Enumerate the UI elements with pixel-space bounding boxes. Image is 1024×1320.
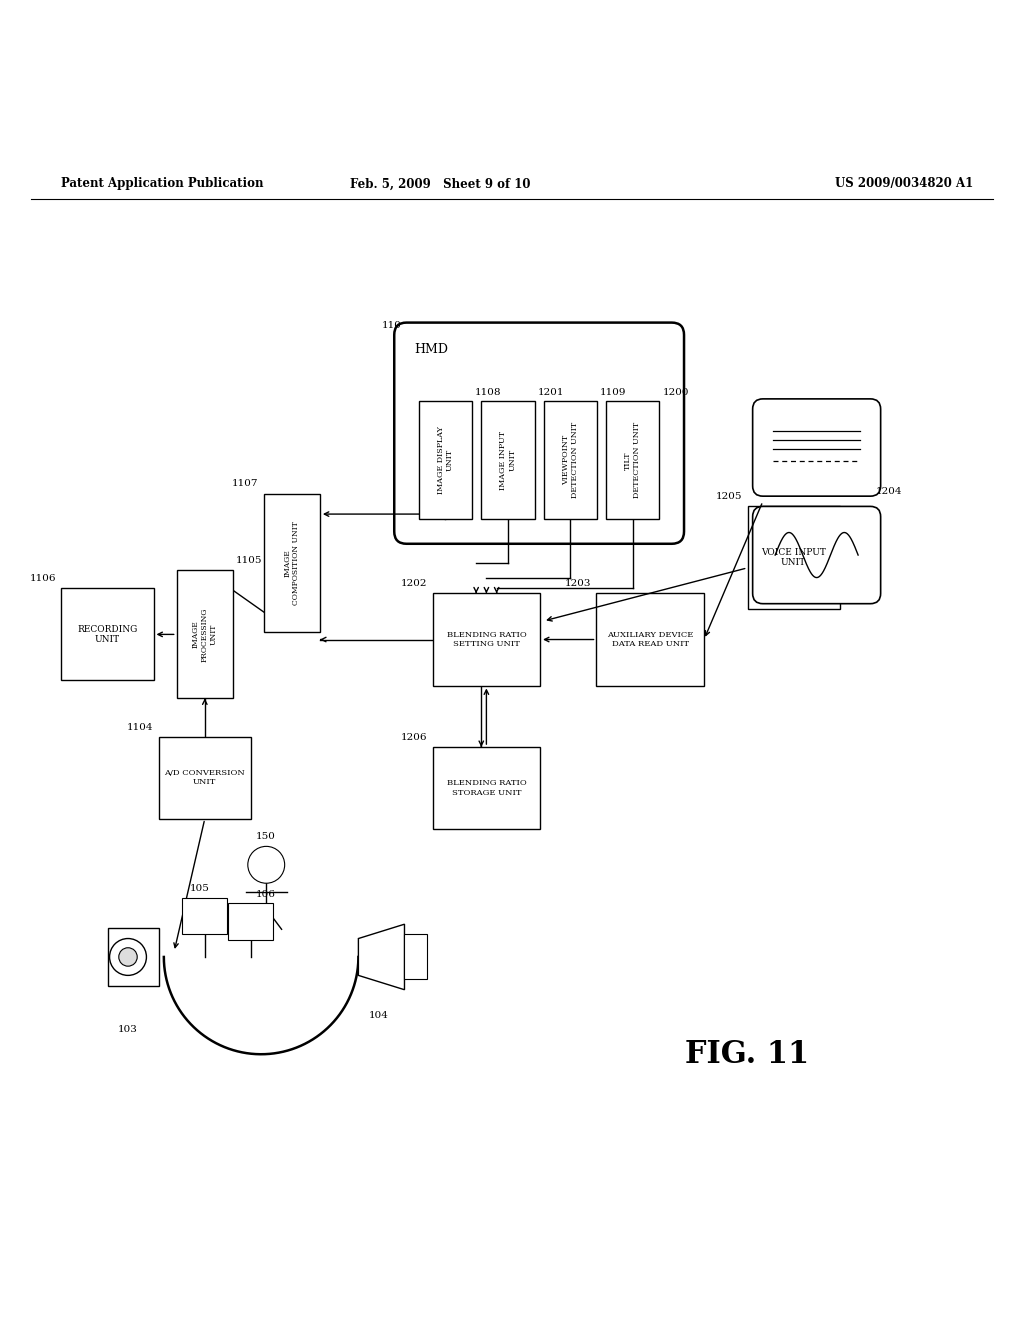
Text: 1201: 1201 xyxy=(538,388,564,397)
Circle shape xyxy=(248,846,285,883)
Text: TILT
DETECTION UNIT: TILT DETECTION UNIT xyxy=(625,422,641,499)
Text: HMD: HMD xyxy=(415,343,449,356)
Text: 105: 105 xyxy=(189,884,209,894)
Text: VOICE INPUT
UNIT: VOICE INPUT UNIT xyxy=(761,548,826,568)
FancyBboxPatch shape xyxy=(748,507,840,609)
FancyBboxPatch shape xyxy=(753,507,881,603)
Text: 1106: 1106 xyxy=(30,574,56,583)
Text: 1108: 1108 xyxy=(475,388,502,397)
Text: 110: 110 xyxy=(382,321,401,330)
Text: 1105: 1105 xyxy=(236,556,262,565)
FancyBboxPatch shape xyxy=(606,401,659,519)
Text: VIEWPOINT
DETECTION UNIT: VIEWPOINT DETECTION UNIT xyxy=(562,422,579,499)
Text: IMAGE INPUT
UNIT: IMAGE INPUT UNIT xyxy=(500,430,516,490)
Circle shape xyxy=(119,948,137,966)
FancyBboxPatch shape xyxy=(108,928,159,986)
FancyBboxPatch shape xyxy=(432,594,541,685)
FancyBboxPatch shape xyxy=(753,399,881,496)
Text: BLENDING RATIO
SETTING UNIT: BLENDING RATIO SETTING UNIT xyxy=(446,631,526,648)
FancyBboxPatch shape xyxy=(159,737,251,818)
Text: IMAGE DISPLAY
UNIT: IMAGE DISPLAY UNIT xyxy=(437,426,454,494)
Text: US 2009/0034820 A1: US 2009/0034820 A1 xyxy=(835,177,973,190)
Text: 1204: 1204 xyxy=(876,487,902,496)
Text: 103: 103 xyxy=(118,1024,137,1034)
Text: A/D CONVERSION
UNIT: A/D CONVERSION UNIT xyxy=(165,770,245,787)
Circle shape xyxy=(110,939,146,975)
Text: 150: 150 xyxy=(256,832,275,841)
Text: 104: 104 xyxy=(369,1011,388,1020)
Text: 1107: 1107 xyxy=(232,479,258,488)
FancyBboxPatch shape xyxy=(177,570,233,698)
Text: Patent Application Publication: Patent Application Publication xyxy=(61,177,264,190)
Text: 1109: 1109 xyxy=(600,388,627,397)
FancyBboxPatch shape xyxy=(263,494,319,632)
Text: BLENDING RATIO
STORAGE UNIT: BLENDING RATIO STORAGE UNIT xyxy=(446,779,526,796)
FancyBboxPatch shape xyxy=(419,401,472,519)
Text: 1104: 1104 xyxy=(127,722,154,731)
FancyBboxPatch shape xyxy=(432,747,541,829)
Text: AUXILIARY DEVICE
DATA READ UNIT: AUXILIARY DEVICE DATA READ UNIT xyxy=(607,631,693,648)
Text: 1200: 1200 xyxy=(663,388,689,397)
Polygon shape xyxy=(358,924,404,990)
FancyBboxPatch shape xyxy=(544,401,597,519)
Text: 1206: 1206 xyxy=(401,733,428,742)
Text: 1203: 1203 xyxy=(565,579,592,589)
FancyBboxPatch shape xyxy=(481,401,535,519)
Text: 1205: 1205 xyxy=(716,492,742,502)
FancyBboxPatch shape xyxy=(404,935,427,979)
FancyBboxPatch shape xyxy=(394,322,684,544)
Text: 1202: 1202 xyxy=(401,579,428,589)
FancyBboxPatch shape xyxy=(182,898,227,935)
Text: RECORDING
UNIT: RECORDING UNIT xyxy=(78,624,137,644)
FancyBboxPatch shape xyxy=(228,903,273,940)
Text: Feb. 5, 2009   Sheet 9 of 10: Feb. 5, 2009 Sheet 9 of 10 xyxy=(350,177,530,190)
FancyBboxPatch shape xyxy=(596,594,705,685)
Text: FIG. 11: FIG. 11 xyxy=(685,1039,810,1069)
Text: IMAGE
COMPOSITION UNIT: IMAGE COMPOSITION UNIT xyxy=(284,521,300,605)
Text: 106: 106 xyxy=(256,890,275,899)
Text: IMAGE
PROCESSING
UNIT: IMAGE PROCESSING UNIT xyxy=(191,607,218,661)
FancyBboxPatch shape xyxy=(61,589,154,681)
